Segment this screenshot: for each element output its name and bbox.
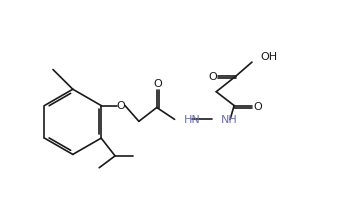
Text: OH: OH (260, 52, 277, 62)
Text: NH: NH (221, 115, 238, 125)
Text: O: O (253, 102, 262, 112)
Text: HN: HN (183, 115, 200, 125)
Text: O: O (117, 100, 125, 110)
Text: O: O (208, 72, 217, 82)
Text: O: O (153, 79, 162, 89)
